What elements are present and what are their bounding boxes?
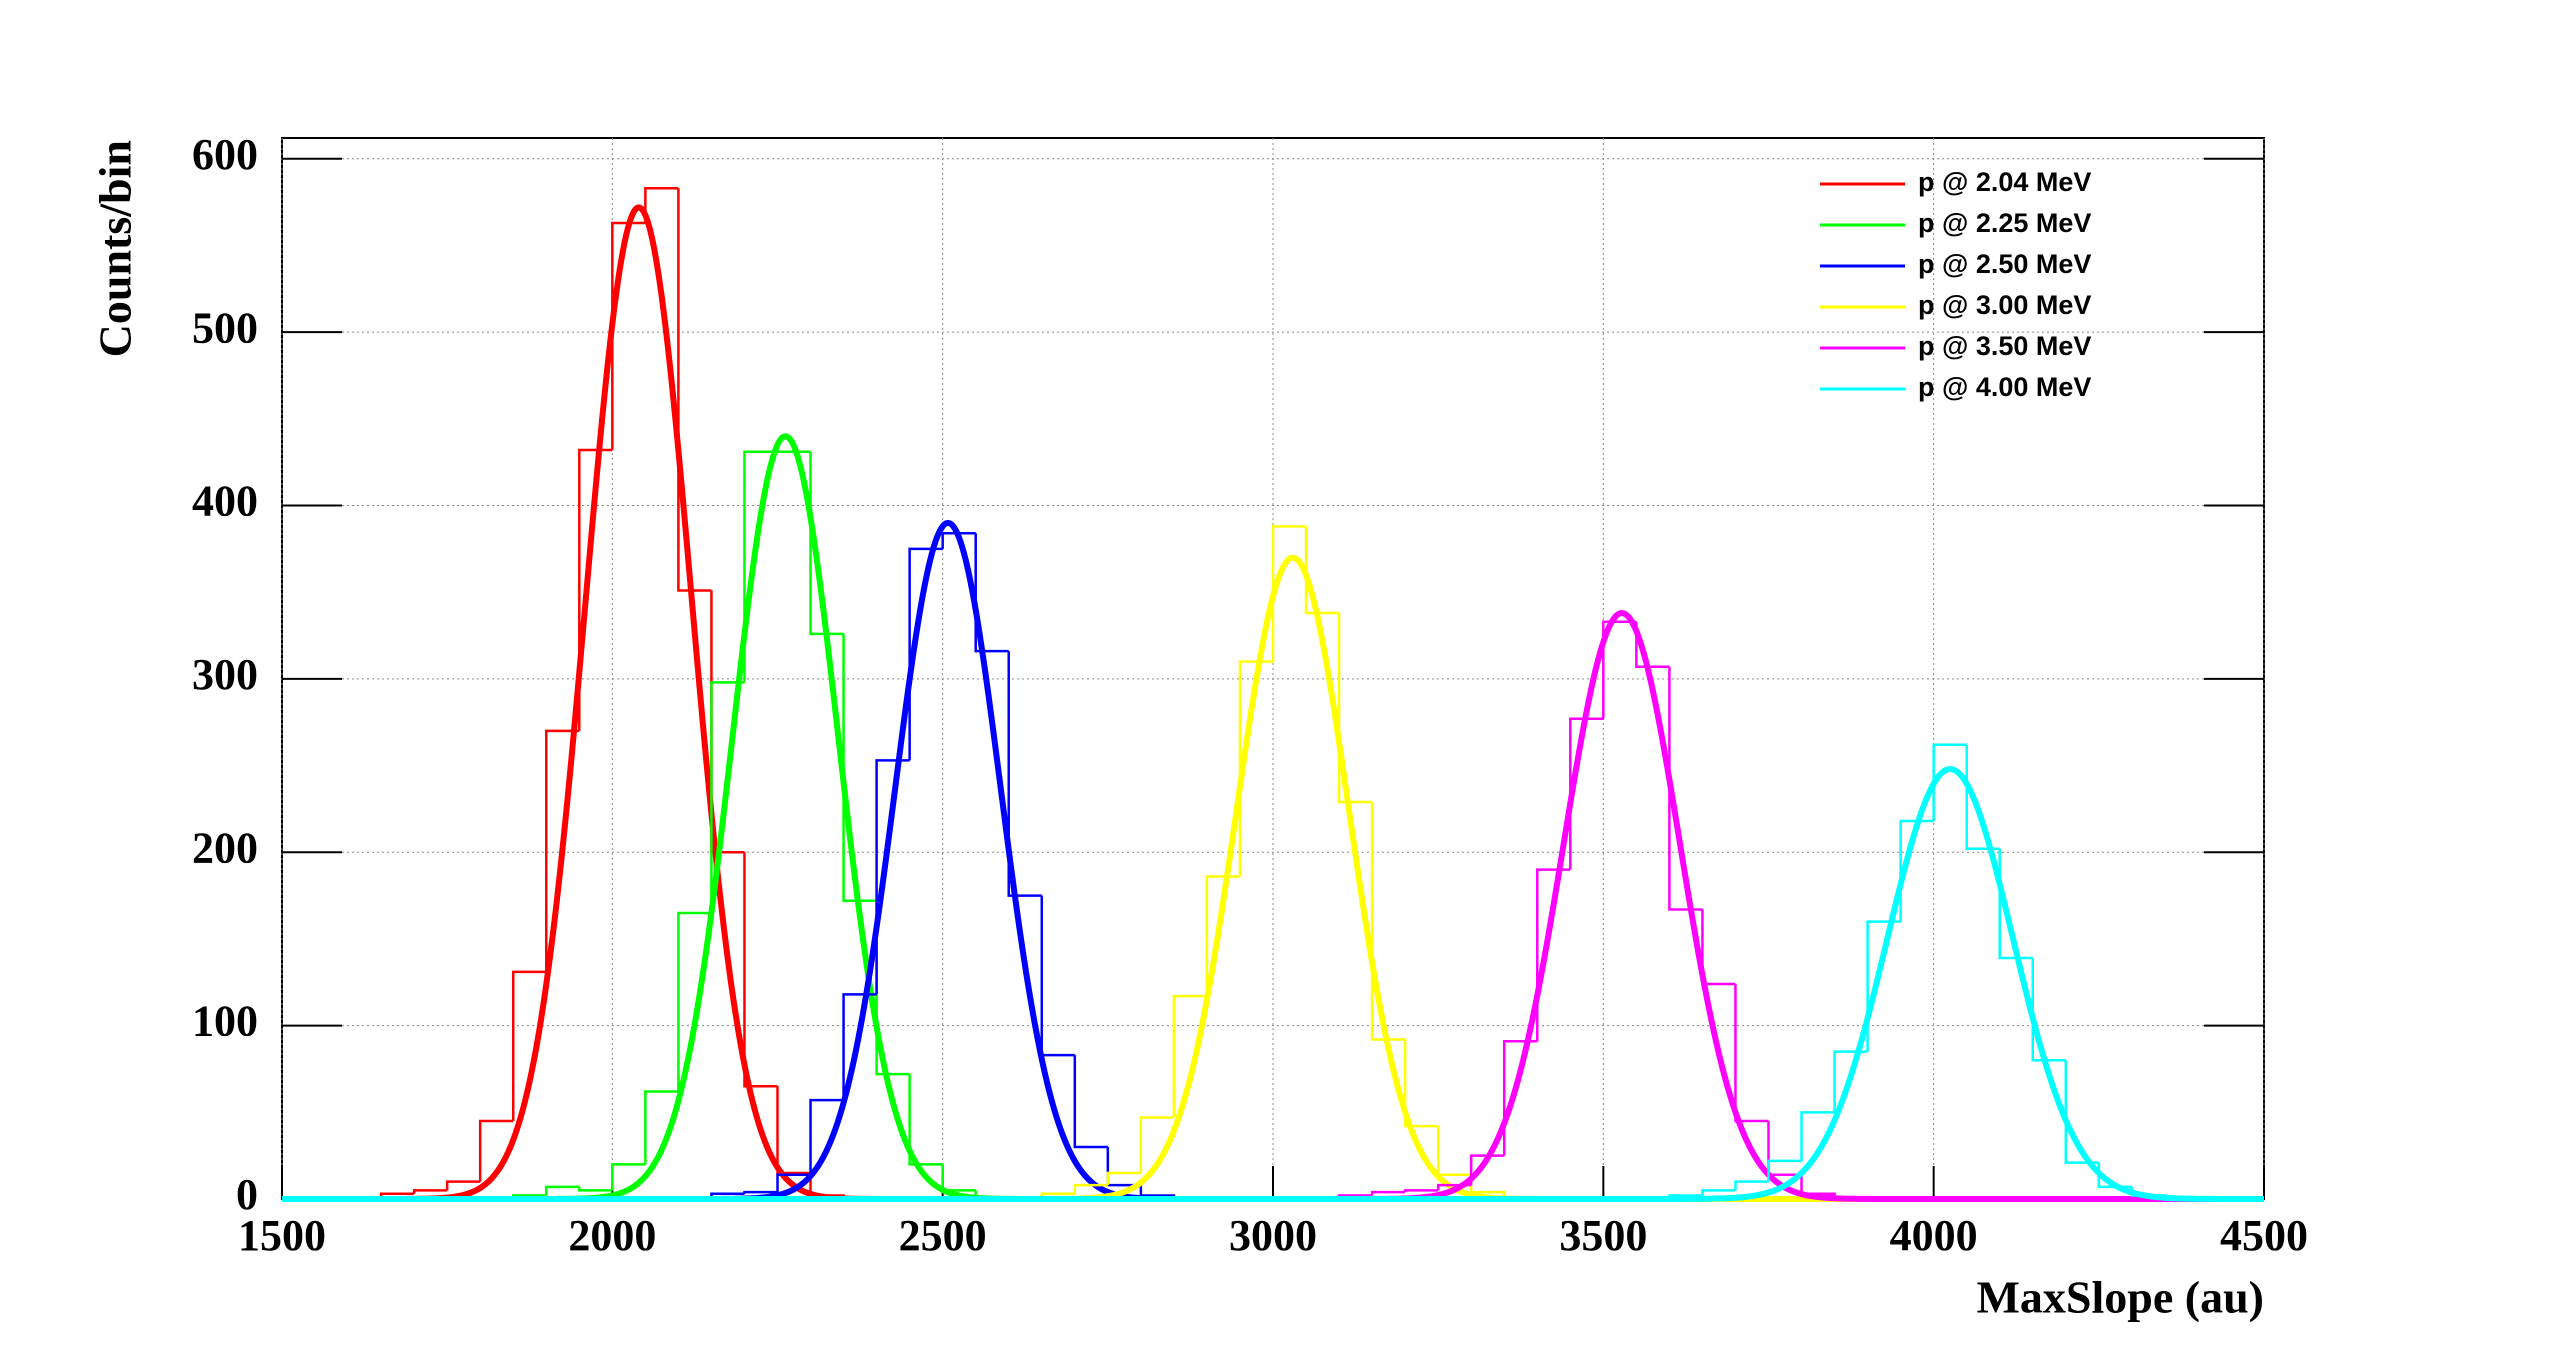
histogram-bin: [445, 1180, 481, 1191]
x-tick-label: 3000: [1229, 1211, 1317, 1260]
histogram-bin: [578, 1186, 613, 1192]
y-tick-label: 0: [236, 1170, 258, 1219]
histogram-bin: [908, 1074, 943, 1166]
histogram-bin: [1139, 1116, 1174, 1173]
legend-label: p @ 3.00 MeV: [1918, 290, 2091, 320]
histogram-bin: [776, 1173, 811, 1193]
histogram-bin: [1040, 895, 1075, 1057]
x-tick-label: 4000: [1890, 1211, 1978, 1260]
histogram-bin: [941, 532, 976, 549]
histogram-bin: [1106, 1146, 1141, 1187]
y-axis-label: Counts/bin: [90, 140, 141, 357]
legend-label: p @ 2.50 MeV: [1918, 249, 2091, 279]
x-tick-label: 4500: [2220, 1211, 2308, 1260]
histogram-bin: [1701, 1189, 1736, 1196]
histogram-bin: [1073, 1183, 1108, 1194]
histogram-bin: [1734, 984, 1769, 1123]
histogram-bin: [941, 1164, 976, 1192]
histogram-bin: [842, 633, 877, 903]
histogram-bin: [1734, 1180, 1769, 1191]
legend-label: p @ 2.25 MeV: [1918, 208, 2091, 238]
x-tick-label: 1500: [238, 1211, 326, 1260]
x-tick-label: 3500: [1559, 1211, 1647, 1260]
histogram-bin: [1767, 1159, 1802, 1182]
histogram-bin: [1337, 613, 1373, 804]
histogram-bin: [1106, 1171, 1141, 1186]
y-tick-label: 100: [192, 997, 258, 1046]
histogram-bin: [1403, 1189, 1439, 1193]
legend-label: p @ 2.04 MeV: [1918, 167, 2091, 197]
histogram-bin: [478, 1119, 514, 1182]
histogram-bin: [743, 1190, 778, 1194]
histogram-bin: [1073, 1055, 1108, 1149]
histogram-bin: [1007, 651, 1042, 897]
histogram-bin: [1172, 994, 1207, 1118]
y-tick-label: 200: [192, 823, 258, 872]
histogram-bin: [1701, 909, 1736, 986]
histogram-bin: [1767, 1120, 1802, 1176]
y-tick-label: 400: [192, 477, 258, 526]
histogram-bin: [412, 1189, 448, 1194]
fit-curve: [281, 766, 2265, 1202]
x-tick-label: 2000: [568, 1211, 656, 1260]
histogram-bin: [677, 188, 712, 592]
histogram-bin: [2031, 958, 2066, 1062]
histogram-bin: [1569, 717, 1604, 870]
x-tick-label: 2500: [899, 1211, 987, 1260]
histogram-bin: [1932, 743, 1967, 822]
y-tick-label: 300: [192, 650, 258, 699]
x-axis-label: MaxSlope (au): [1977, 1272, 2265, 1323]
histogram-bin: [611, 221, 646, 451]
y-tick-label: 600: [192, 130, 258, 179]
histogram-bin: [974, 533, 1009, 653]
histogram-bin: [710, 590, 745, 854]
histogram-bin: [743, 450, 778, 683]
histogram-bin: [1403, 1039, 1439, 1128]
histogram-bin: [545, 1185, 580, 1196]
histogram-bin: [1304, 526, 1340, 615]
histogram-bin: [677, 911, 712, 1092]
histogram-bin: [710, 681, 745, 913]
legend-label: p @ 3.50 MeV: [1918, 331, 2091, 361]
histogram-bin: [1370, 1190, 1406, 1196]
histogram-bin: [511, 970, 547, 1121]
histogram-bin: [776, 1086, 811, 1175]
histogram-bin: [1370, 801, 1406, 1041]
legend-label: p @ 4.00 MeV: [1918, 372, 2091, 402]
histogram-bin: [644, 1090, 679, 1165]
histogram-bin: [1271, 525, 1307, 662]
histogram-bin: [1800, 1111, 1835, 1161]
histogram-bin: [1436, 1126, 1472, 1176]
histogram-bin: [611, 1163, 646, 1191]
histogram-bin: [644, 187, 679, 223]
histogram-bin: [743, 852, 778, 1088]
y-tick-label: 500: [192, 303, 258, 352]
histogram-bin: [545, 729, 580, 972]
histogram-bin: [809, 1098, 844, 1175]
histogram-bin: [1602, 620, 1637, 719]
